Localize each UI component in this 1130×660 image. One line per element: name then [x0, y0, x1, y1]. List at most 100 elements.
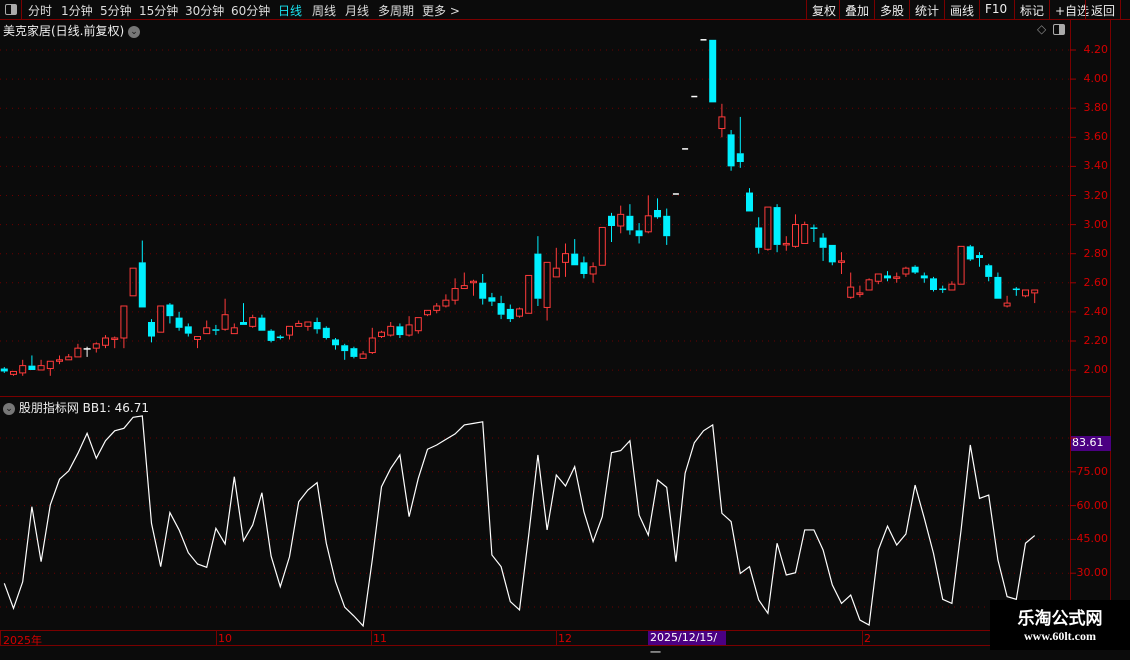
f10-button[interactable]: F10 [979, 0, 1012, 20]
candle-body-up [718, 116, 726, 130]
candle-body-up [74, 347, 82, 358]
candle-body-up [46, 360, 54, 370]
candle-body-down [828, 244, 836, 263]
period-multi[interactable]: 多周期 [378, 4, 415, 18]
candle-body-down [350, 348, 358, 357]
candle-body-down [746, 192, 753, 212]
candle-body-down [930, 278, 937, 290]
candle-body-down [212, 329, 220, 331]
candle-body-up [525, 274, 533, 314]
right-side-tabs[interactable] [1110, 20, 1130, 630]
candle-body-up [902, 267, 910, 275]
overlay-button[interactable]: 叠加 [839, 0, 874, 20]
candle-body-up [120, 305, 128, 339]
price-tick: 2.00 [1083, 363, 1109, 377]
chevron-down-icon[interactable]: ⌄ [128, 25, 141, 38]
period-monthly[interactable]: 月线 [345, 4, 370, 18]
candle-body-down [28, 365, 36, 370]
candle-body-up [295, 322, 303, 327]
candle-body-up [249, 317, 257, 327]
price-tick: 2.60 [1083, 275, 1109, 289]
x-label: 2025年 [3, 634, 42, 647]
x-label: 10 [218, 632, 232, 645]
candle-body-down [258, 317, 266, 331]
candle-body-down [939, 288, 947, 291]
period-15min[interactable]: 15分钟 [139, 4, 179, 18]
multi-stock-button[interactable]: 多股 [874, 0, 909, 20]
candle-body-down [819, 237, 827, 248]
chevron-down-icon[interactable]: ⌄ [3, 402, 15, 415]
candle-body-down [0, 368, 8, 372]
price-tick: 2.80 [1083, 246, 1109, 260]
candle-body-down [175, 317, 183, 328]
period-30min[interactable]: 30分钟 [185, 4, 225, 18]
candle-body-down [313, 321, 321, 330]
candle-body-up [304, 321, 312, 327]
candle-body-up [957, 245, 965, 285]
candle-body-down [920, 275, 928, 279]
candle-body-down [635, 230, 643, 237]
candle-body-up [378, 331, 385, 338]
candle-body-up [543, 261, 551, 308]
period-60min[interactable]: 60分钟 [231, 4, 271, 18]
candle-body-up [368, 337, 376, 354]
stats-button[interactable]: 统计 [909, 0, 944, 20]
candle-body-up [838, 260, 845, 263]
back-button[interactable]: 返回 [1085, 0, 1122, 20]
candle-body-down [276, 336, 284, 339]
candle-body-up [203, 327, 211, 335]
period-1min[interactable]: 1分钟 [61, 4, 93, 18]
candle-body-down [506, 308, 514, 320]
price-tick: 3.00 [1083, 217, 1109, 231]
candle-body-up [847, 286, 855, 298]
candle-body-down [736, 153, 744, 162]
candle-body-down [332, 339, 339, 346]
indicator-header: ⌄ 股朋指标网 BB1: 46.71 [3, 399, 149, 416]
candle-body-down [166, 304, 174, 317]
candle-body-down [497, 303, 505, 315]
ind-tick: 30.00 [1076, 566, 1109, 579]
time-axis-bottom-border [0, 645, 1110, 646]
candle-body-down [810, 227, 818, 229]
candle-body-down [994, 276, 1002, 299]
bb1-line [3, 415, 1036, 628]
watermark: 乐淘公式网 www.60lt.com [990, 600, 1130, 650]
candle-body-up [874, 273, 882, 282]
candle-body-up [644, 215, 652, 233]
period-fenshi[interactable]: 分时 [28, 4, 53, 18]
draw-button[interactable]: 画线 [944, 0, 979, 20]
chart-title: 美克家居(日线.前复权) [3, 24, 125, 38]
period-5min[interactable]: 5分钟 [100, 4, 132, 18]
panel-toggle-icon[interactable] [1053, 24, 1065, 35]
price-tick: 3.60 [1083, 130, 1109, 144]
panel-toggle-icon[interactable] [0, 0, 22, 20]
candle-body-up [10, 370, 17, 375]
candle-body-up [92, 343, 100, 349]
candle-body-down [488, 297, 496, 302]
candle-body-up [65, 356, 73, 361]
candle-body-up [451, 288, 459, 301]
candle-body-up [617, 213, 625, 227]
period-weekly[interactable]: 周线 [312, 4, 337, 18]
x-label: 11 [373, 632, 387, 645]
candle-body-down [322, 327, 330, 338]
candle-body-up [1022, 289, 1029, 297]
candle-body-down [83, 348, 91, 350]
candle-body-down [479, 282, 487, 299]
x-tick [862, 630, 863, 645]
fuquan-button[interactable]: 复权 [806, 0, 841, 20]
candle-body-up [460, 285, 468, 290]
candle-body-up [129, 267, 137, 297]
candle-body-up [470, 280, 477, 284]
period-daily[interactable]: 日线 [278, 4, 303, 18]
period-more[interactable]: 更多 > [422, 4, 460, 18]
diamond-icon[interactable]: ◇ [1037, 22, 1047, 36]
x-tick [371, 630, 372, 645]
candle-body-up [221, 314, 229, 330]
candle-body-down [608, 215, 615, 226]
price-tick: 4.20 [1083, 43, 1109, 56]
add-watchlist-button[interactable]: +自选 [1049, 0, 1094, 20]
mark-button[interactable]: 标记 [1014, 0, 1049, 20]
indicator-name: 股朋指标网 [18, 401, 79, 415]
